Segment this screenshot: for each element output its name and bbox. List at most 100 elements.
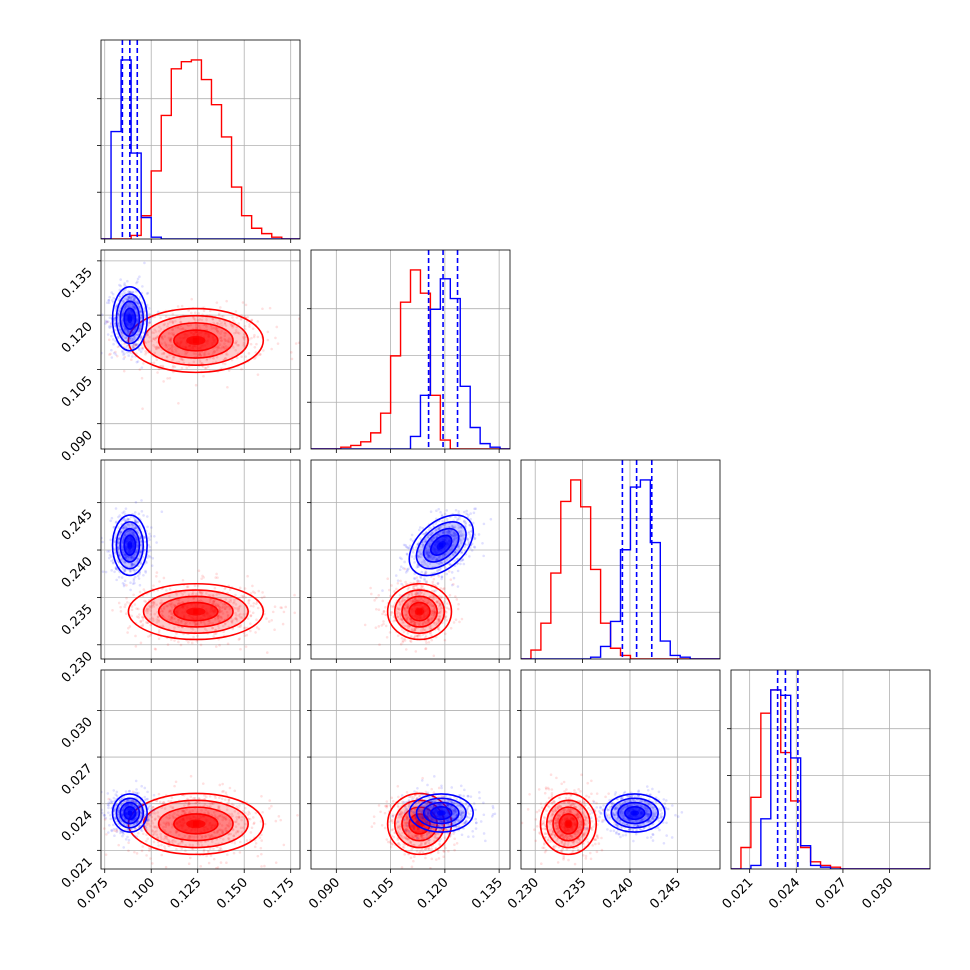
blue-point (130, 340, 134, 343)
red-point (413, 628, 417, 632)
red-point (261, 307, 264, 311)
red-point (199, 599, 202, 602)
red-point (157, 620, 161, 623)
blue-point (442, 532, 445, 535)
blue-point (459, 534, 462, 537)
blue-point (415, 546, 418, 549)
red-point (175, 847, 178, 851)
blue-point (143, 319, 147, 323)
red-point (261, 810, 264, 814)
blue-point (453, 550, 457, 554)
red-point (233, 841, 237, 845)
red-point (431, 580, 435, 584)
blue-point (437, 507, 441, 511)
blue-point (143, 548, 147, 552)
red-point (151, 830, 155, 833)
red-point (224, 816, 227, 819)
blue-point (107, 556, 111, 560)
red-point (230, 620, 234, 623)
red-point (197, 353, 200, 357)
blue-point (139, 551, 142, 554)
red-point (413, 621, 417, 625)
red-point (173, 812, 176, 815)
blue-point (467, 531, 470, 535)
red-point (242, 826, 245, 830)
red-point (154, 336, 158, 340)
blue-point (120, 315, 124, 318)
blue-point (457, 526, 461, 529)
red-point (432, 589, 436, 593)
red-point (290, 351, 293, 354)
red-point (410, 620, 413, 624)
red-point (216, 830, 219, 833)
blue-point (438, 562, 441, 565)
red-point (413, 597, 417, 601)
red-point (403, 608, 406, 611)
red-point (195, 622, 199, 625)
blue-point (448, 563, 452, 567)
red-point (146, 333, 149, 337)
blue-point (116, 547, 120, 551)
blue-point (463, 510, 466, 514)
red-point (132, 344, 135, 348)
red-point (437, 619, 441, 622)
red-point (222, 346, 225, 350)
red-point (239, 623, 243, 627)
blue-point (116, 312, 120, 316)
red-point (256, 335, 260, 339)
blue-point (147, 536, 150, 540)
red-point (201, 782, 205, 785)
red-point (398, 607, 401, 611)
red-point (377, 625, 381, 628)
red-point (233, 789, 237, 793)
red-point (181, 810, 184, 813)
blue-point (118, 328, 122, 331)
red-point (396, 607, 399, 611)
blue-point (114, 567, 118, 571)
red-point (398, 594, 402, 597)
red-point (426, 619, 429, 623)
blue-point (416, 563, 419, 567)
red-point (220, 829, 223, 832)
red-point (437, 618, 441, 621)
red-point (180, 847, 184, 850)
red-point (406, 605, 410, 608)
red-point (392, 604, 396, 607)
red-point (215, 593, 218, 597)
blue-point (121, 312, 125, 316)
red-point (213, 586, 217, 590)
red-point (148, 849, 151, 852)
blue-point (147, 543, 150, 547)
blue-point (127, 302, 131, 305)
red-point (209, 834, 213, 837)
red-point (160, 609, 164, 613)
red-point (169, 830, 172, 834)
red-point (56, 331, 59, 334)
red-point (181, 327, 184, 331)
red-point (247, 810, 251, 814)
blue-point (438, 568, 442, 571)
red-point (404, 648, 408, 651)
red-point (216, 815, 219, 819)
red-point (202, 352, 206, 356)
red-point (218, 605, 221, 609)
blue-contour (408, 514, 474, 577)
blue-point (104, 570, 108, 574)
red-point (400, 618, 404, 621)
blue-point (132, 305, 135, 308)
blue-point (127, 530, 131, 533)
blue-point (101, 536, 103, 540)
blue-point (426, 549, 430, 553)
blue-point (124, 533, 127, 536)
blue-point (135, 550, 138, 554)
red-point (181, 578, 185, 582)
blue-point (422, 544, 425, 547)
red-point (223, 322, 227, 326)
blue-point (131, 330, 134, 333)
red-point (411, 599, 415, 603)
red-point (130, 605, 134, 608)
blue-point (144, 569, 147, 573)
blue-point (425, 549, 428, 553)
red-point (375, 596, 378, 600)
red-point (153, 647, 157, 651)
